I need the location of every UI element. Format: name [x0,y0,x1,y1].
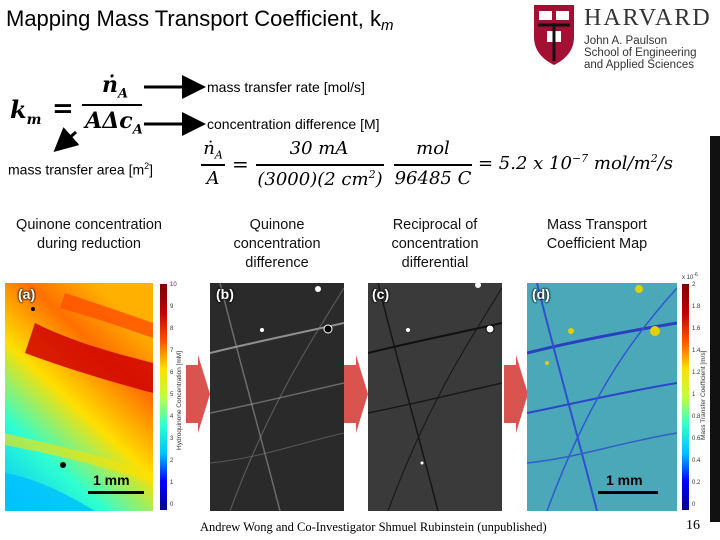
colorbar-d [682,284,689,510]
heading-col-c: Reciprocal of concentration differential [391,217,479,271]
panel-d-image [527,283,677,511]
right-edge-bar [710,136,720,522]
credit-line: Andrew Wong and Co-Investigator Shmuel R… [200,520,547,534]
heading-col-a: Quinone concentration during reduction [16,217,162,252]
colorbar-a-title: Hydroquinone Concentration [mM] [176,351,183,450]
page-number: 16 [686,518,700,533]
calc-frac2-bar [394,164,472,166]
logo-line-1: John A. Paulson [584,35,668,47]
panel-a-image [5,283,153,511]
harvard-shield-icon [534,5,574,65]
calc-result: = 5.2 x 10−7 mol/m2/s [478,152,673,174]
panel-b-letter: (b) [216,286,234,302]
equation-numerator: ṅA [101,72,129,102]
calc-equals: = [232,152,249,176]
calc-frac1-den: (3000)(2 cm2) [257,168,383,190]
equation-denominator: AΔcA [85,108,143,138]
panel-c-letter: (c) [372,286,390,302]
equation-lhs: km [10,95,42,128]
panel-arrow-1 [186,355,210,433]
annotation-rate: mass transfer rate [mol/s] [207,79,365,95]
panel-d-letter: (d) [532,286,550,302]
scale-label-d: 1 mm [606,472,643,488]
scale-bar-a [88,491,144,494]
scale-bar-d [598,491,658,494]
colorbar-d-multiplier: x 10-6 [682,272,698,281]
slide-title: Mapping Mass Transport Coefficient, km [6,6,394,34]
harvard-logo: HARVARD John A. Paulson School of Engine… [532,3,718,71]
calc-frac1-bar [256,164,384,166]
panel-b-image [210,283,344,511]
colorbar-d-title: Mass Transfer Coefficient [m/s] [700,350,707,440]
calc-frac2-num: mol [416,138,450,159]
annotation-arrows [53,75,206,152]
panel-arrow-2 [344,355,368,433]
heading-col-b: Quinone concentration difference [233,217,321,271]
calc-lhs-num: ṅA [203,138,223,162]
logo-line-3: and Applied Sciences [584,59,694,71]
equals-sign: = [52,94,74,124]
heading-col-d: Mass Transport Coefficient Map [546,217,648,252]
logo-line-2: School of Engineering [584,47,697,59]
fraction-bar [82,104,142,106]
scale-label-a: 1 mm [93,472,130,488]
panel-arrow-3 [504,355,528,433]
arrow-area [53,127,80,152]
calc-lhs-den: A [206,168,220,189]
annotation-concentration: concentration difference [M] [207,116,380,132]
annotation-area: mass transfer area [m2] [8,161,154,178]
colorbar-a [160,284,167,510]
harvard-wordmark: HARVARD [584,5,712,31]
calc-frac1-num: 30 mA [289,138,349,159]
calc-lhs-bar [201,164,225,166]
panel-a-letter: (a) [18,286,36,302]
calc-frac2-den: 96485 C [394,168,472,189]
panel-c-image [368,283,502,511]
